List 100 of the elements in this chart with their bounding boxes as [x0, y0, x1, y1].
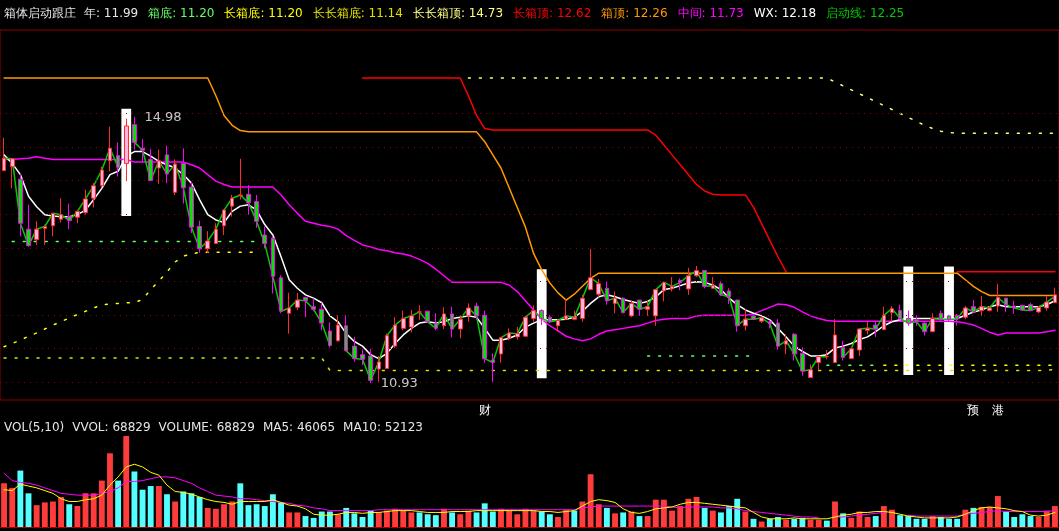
candlestick [385, 333, 389, 369]
x-tick-label: 财 [478, 403, 491, 417]
candlestick [596, 278, 601, 298]
candlestick [67, 203, 72, 230]
candlestick [556, 318, 560, 333]
candlestick [1020, 304, 1025, 312]
bar [799, 517, 806, 527]
text: 中间: 11.73 [677, 6, 744, 20]
bar [41, 502, 48, 527]
bar [986, 506, 993, 527]
bar [587, 474, 594, 527]
bar [221, 504, 227, 527]
candlestick [613, 291, 617, 314]
candlestick [279, 274, 283, 314]
candlestick [214, 222, 218, 245]
candlestick [393, 316, 397, 349]
bar [897, 515, 904, 527]
candlestick [694, 265, 699, 278]
candlestick [727, 287, 731, 305]
candlestick [271, 235, 275, 295]
bar [424, 514, 431, 527]
candlestick [808, 364, 813, 379]
candlestick [173, 158, 177, 196]
candlestick [91, 182, 96, 208]
candlestick [222, 208, 226, 236]
candlestick [319, 302, 324, 331]
candlestick [523, 315, 528, 338]
candlestick [295, 292, 300, 311]
candlestick [197, 220, 202, 254]
candlestick [857, 327, 862, 357]
candlestick [43, 224, 47, 246]
bar [155, 486, 162, 527]
candlestick [743, 308, 748, 331]
candlestick [1036, 305, 1041, 314]
bar [229, 501, 236, 527]
candlestick [189, 181, 194, 234]
bar [90, 493, 97, 527]
bar [946, 518, 952, 527]
bar [538, 511, 545, 527]
candlestick [849, 346, 854, 360]
candlestick [906, 310, 911, 327]
candlestick [865, 321, 870, 335]
bar [1035, 516, 1042, 527]
candlestick [246, 184, 251, 216]
candlestick [336, 314, 340, 343]
bar [709, 510, 716, 527]
bar [880, 506, 887, 527]
candlestick [629, 300, 634, 318]
bar [603, 507, 610, 527]
candlestick [401, 310, 406, 331]
bar [33, 505, 40, 527]
bar [815, 519, 822, 527]
text: 长箱顶: 12.62 [513, 6, 592, 20]
candlestick [572, 310, 577, 321]
bar [449, 512, 456, 527]
candlestick [287, 292, 291, 335]
candlestick [59, 197, 63, 224]
bar [204, 507, 211, 527]
candlestick [719, 281, 723, 297]
bar [1, 483, 8, 527]
candlestick [450, 306, 454, 339]
candlestick [360, 348, 365, 366]
bar [17, 470, 24, 527]
bar [555, 516, 561, 527]
candlestick [466, 302, 471, 323]
bar [530, 510, 537, 527]
candlestick [653, 288, 658, 327]
text: VVOL: 68829 [72, 420, 151, 434]
text: 年: 11.99 [84, 6, 139, 20]
bar [644, 516, 651, 527]
candlestick [621, 296, 625, 314]
text: 启动线: 12.25 [826, 6, 905, 20]
candlestick [564, 298, 568, 321]
bar [9, 487, 16, 527]
bar [758, 521, 765, 527]
text: 长箱底: 11.20 [224, 6, 303, 20]
candlestick [303, 296, 308, 318]
bar [954, 518, 961, 527]
candlestick [434, 312, 438, 331]
bar [286, 512, 293, 527]
candlestick [368, 348, 373, 384]
candlestick [458, 314, 463, 339]
bar [783, 519, 790, 527]
candlestick [605, 281, 609, 306]
candlestick [377, 355, 381, 383]
candlestick [873, 321, 878, 338]
candlestick [238, 158, 243, 201]
bar [766, 518, 773, 527]
bar [832, 501, 838, 527]
text: MA10: 52123 [343, 420, 423, 434]
x-tick-label: 预 [967, 403, 980, 417]
candlestick [882, 306, 886, 331]
text: 长长箱底: 11.14 [312, 6, 403, 20]
bar [514, 514, 521, 527]
bar [310, 517, 317, 527]
candlestick [987, 305, 992, 312]
bar [905, 516, 912, 527]
candlestick [417, 304, 422, 321]
bar [294, 512, 301, 527]
candlestick [124, 118, 129, 182]
